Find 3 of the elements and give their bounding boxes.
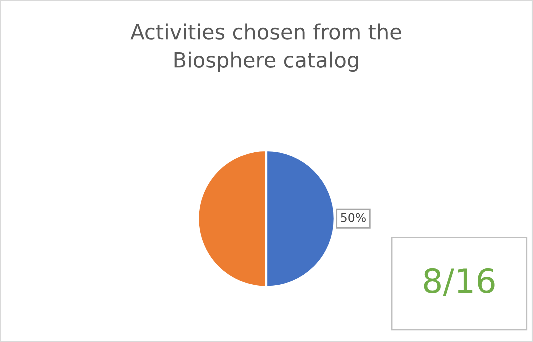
data-label: 50% bbox=[341, 213, 366, 222]
chart-title: Activities chosen from the Biosphere catalog bbox=[130, 24, 402, 72]
text: 8/16 bbox=[424, 268, 495, 296]
